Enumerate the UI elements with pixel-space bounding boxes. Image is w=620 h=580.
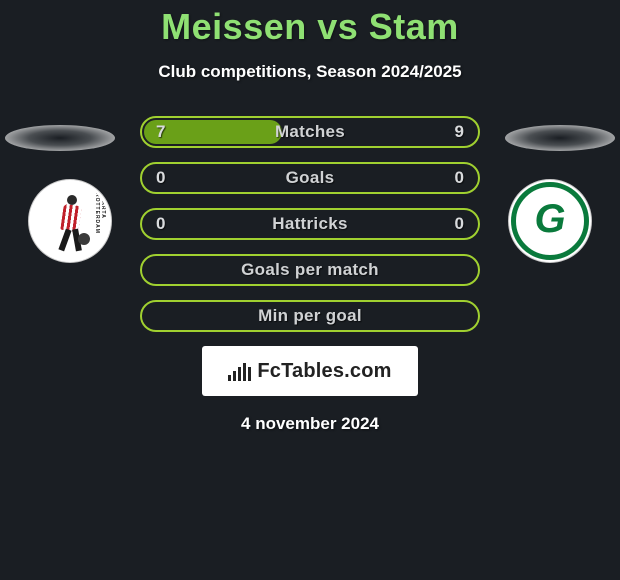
badge-shadow-right — [505, 125, 615, 151]
brand-box[interactable]: FcTables.com — [202, 346, 418, 396]
sparta-badge-text: SPARTA ROTTERDAM — [94, 193, 106, 259]
brand-name: FcTables.com — [257, 360, 391, 383]
date-line: 4 november 2024 — [0, 414, 620, 434]
club-badge-right: G — [508, 179, 592, 263]
sparta-crest: SPARTA ROTTERDAM — [32, 183, 108, 259]
bar-chart-icon — [228, 361, 251, 381]
stat-label: Min per goal — [258, 306, 362, 326]
stat-row-matches: 7 Matches 9 — [140, 116, 480, 148]
stat-row-goals-per-match: Goals per match — [140, 254, 480, 286]
stat-right-value: 0 — [444, 168, 464, 188]
groningen-letter: G — [534, 199, 565, 239]
groningen-crest: G — [511, 182, 589, 260]
stat-row-min-per-goal: Min per goal — [140, 300, 480, 332]
stat-label: Goals per match — [241, 260, 379, 280]
page-title: Meissen vs Stam — [0, 0, 620, 48]
stat-left-value: 0 — [156, 214, 176, 234]
stat-right-value: 0 — [444, 214, 464, 234]
stat-left-value: 0 — [156, 168, 176, 188]
stat-label: Goals — [286, 168, 335, 188]
stat-label: Hattricks — [272, 214, 347, 234]
stats-rows: 7 Matches 9 0 Goals 0 0 Hattricks 0 Goal… — [140, 116, 480, 332]
stat-label: Matches — [275, 122, 345, 142]
stat-row-goals: 0 Goals 0 — [140, 162, 480, 194]
club-badge-left: SPARTA ROTTERDAM — [28, 179, 112, 263]
stat-left-value: 7 — [156, 122, 176, 142]
stat-right-value: 9 — [444, 122, 464, 142]
stat-row-hattricks: 0 Hattricks 0 — [140, 208, 480, 240]
badge-shadow-left — [5, 125, 115, 151]
subtitle: Club competitions, Season 2024/2025 — [0, 62, 620, 82]
